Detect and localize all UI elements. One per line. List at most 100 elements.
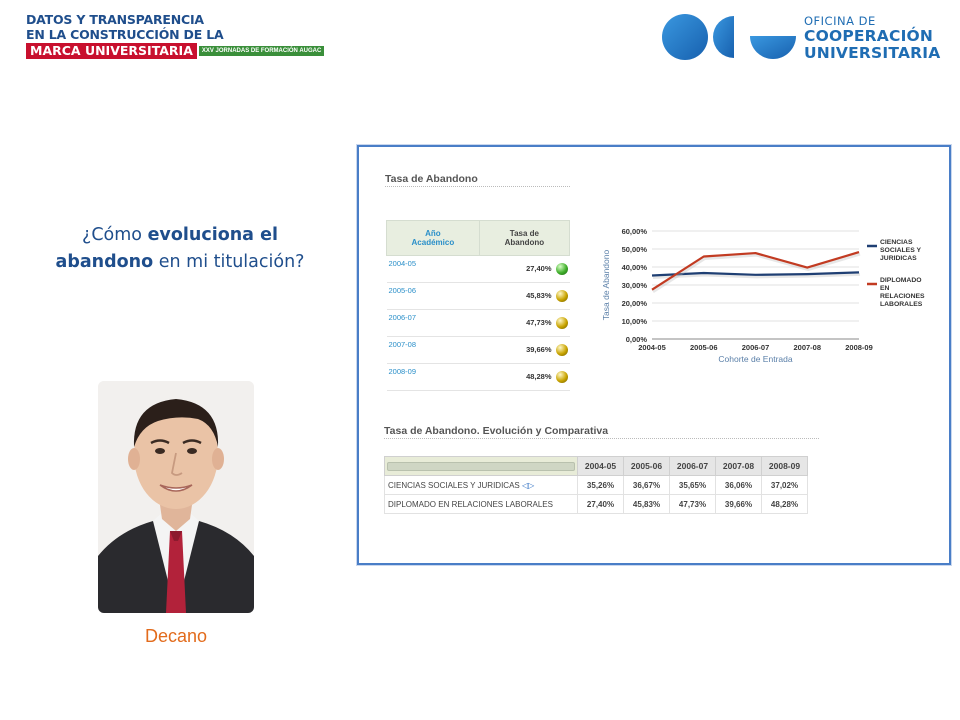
abandono-line-chart: 0,00% 10,00% 20,00% 30,00% 40,00% 50,00% 60,00…	[601, 227, 925, 364]
value-cell: 48,28%	[761, 494, 808, 514]
event-subtitle-badge: XXV JORNADAS DE FORMACIÓN AUGAC	[198, 46, 325, 56]
x-tick-label: 2007-08	[793, 343, 821, 352]
y-tick-label: 40,00%	[622, 263, 648, 272]
value-cell: 36,67%	[623, 475, 670, 495]
table-row[interactable]: 2007-08 39,66%	[386, 336, 570, 364]
y-tick-label: 50,00%	[622, 245, 648, 254]
year-cell[interactable]: 2007-08	[386, 336, 480, 364]
rate-cell: 39,66%	[479, 336, 570, 364]
x-tick-label: 2004-05	[638, 343, 666, 352]
table-row[interactable]: 2005-06 45,83%	[386, 282, 570, 310]
rate-cell: 27,40%	[479, 255, 570, 283]
rate-cell: 47,73%	[479, 309, 570, 337]
section-title-comparativa: Tasa de Abandono. Evolución y Comparativ…	[384, 425, 609, 437]
year-cell[interactable]: 2008-09	[386, 363, 480, 391]
portrait-caption: Decano	[144, 626, 208, 646]
col-header-2007-08[interactable]: 2007-08	[715, 456, 762, 476]
table-row[interactable]: 2006-07 47,73%	[386, 309, 570, 337]
series-line-1	[651, 271, 860, 277]
ocu-text-line-2: COOPERACIÓN	[804, 27, 934, 45]
legend-label-line: LABORALES	[880, 301, 923, 308]
col-header-2004-05[interactable]: 2004-05	[577, 456, 624, 476]
table-row[interactable]: CIENCIAS SOCIALES Y JURIDICAS ◁▷ 35,26% 36…	[384, 475, 808, 495]
rate-value: 48,28%	[526, 371, 552, 381]
slide-question: ¿Cómo evoluciona el abandono en mi titula…	[30, 222, 330, 276]
dean-portrait	[98, 381, 254, 613]
x-tick-label: 2008-09	[845, 343, 873, 352]
event-title-line-1: DATOS Y TRANSPARENCIA	[26, 12, 204, 27]
legend-label-line: SOCIALES Y	[880, 247, 922, 254]
ocu-branding: OFICINA DE COOPERACIÓN UNIVERSITARIA	[662, 12, 952, 64]
x-tick-label: 2006-07	[742, 343, 770, 352]
rate-cell: 48,28%	[479, 363, 570, 391]
question-bold-1: evoluciona el	[147, 225, 278, 245]
series-shadow	[652, 272, 861, 280]
x-tick-label: 2005-06	[690, 343, 718, 352]
dashboard-screenshot: Tasa de Abandono Año Académico Tasa de Aba…	[357, 145, 951, 565]
col-header-2005-06[interactable]: 2005-06	[623, 456, 670, 476]
y-tick-label: 30,00%	[622, 281, 648, 290]
year-cell[interactable]: 2006-07	[386, 309, 480, 337]
y-tick-label: 0,00%	[626, 335, 648, 344]
event-title-highlight: MARCA UNIVERSITARIA	[26, 43, 197, 59]
legend-label-line: CIENCIAS	[880, 239, 913, 246]
legend-label-line: RELACIONES	[880, 293, 925, 300]
status-indicator-icon	[555, 317, 568, 329]
row-name: DIPLOMADO EN RELACIONES LABORALES	[388, 499, 553, 509]
row-name-cell: CIENCIAS SOCIALES Y JURIDICAS ◁▷	[384, 475, 578, 495]
value-cell: 35,65%	[669, 475, 716, 495]
value-cell: 37,02%	[761, 475, 808, 495]
y-tick-label: 60,00%	[622, 227, 648, 236]
rate-cell: 45,83%	[479, 282, 570, 310]
col-header-rate[interactable]: Tasa de Abandono	[478, 220, 571, 256]
comparativa-table-body: CIENCIAS SOCIALES Y JURIDICAS ◁▷ 35,26% 36…	[384, 475, 808, 514]
series-line-2	[651, 251, 860, 291]
y-tick-label: 10,00%	[622, 317, 648, 326]
ocu-text-line-1: OFICINA DE	[804, 14, 876, 28]
value-cell: 35,26%	[577, 475, 624, 495]
horizontal-scrollbar[interactable]	[387, 461, 575, 471]
question-post: en mi titulación?	[153, 252, 305, 272]
value-cell: 36,06%	[715, 475, 762, 495]
question-pre: ¿Cómo	[82, 225, 148, 245]
table-row[interactable]: 2004-05 27,40%	[386, 255, 570, 283]
col-header-year-l1: Año	[425, 229, 441, 238]
series-shadow	[652, 252, 861, 293]
col-header-2008-09[interactable]: 2008-09	[761, 456, 808, 476]
x-axis-label: Cohorte de Entrada	[718, 354, 792, 364]
col-header-rate-l1: Tasa de	[509, 229, 539, 238]
ocu-text-line-3: UNIVERSITARIA	[804, 44, 941, 62]
col-header-year-l2: Académico	[411, 238, 455, 247]
value-cell: 39,66%	[715, 494, 762, 514]
status-indicator-icon	[555, 290, 568, 302]
section-title-abandono: Tasa de Abandono	[385, 173, 478, 185]
row-name-cell: DIPLOMADO EN RELACIONES LABORALES	[384, 494, 578, 514]
col-header-rate-l2: Abandono	[504, 238, 545, 247]
status-indicator-icon	[555, 263, 568, 275]
event-title-line-2: EN LA CONSTRUCCIÓN DE LA	[26, 27, 224, 42]
rate-value: 27,40%	[526, 263, 552, 273]
legend-label-line: EN	[880, 285, 890, 292]
legend-label-line: DIPLOMADO	[880, 277, 922, 284]
value-cell: 27,40%	[577, 494, 624, 514]
value-cell: 45,83%	[623, 494, 670, 514]
value-cell: 47,73%	[669, 494, 716, 514]
col-header-year[interactable]: Año Académico	[386, 220, 480, 256]
rate-value: 39,66%	[526, 344, 552, 354]
legend-label: DIPLOMADO EN RELACIONES LABORALES	[880, 277, 925, 308]
abandono-table: Año Académico Tasa de Abandono 2004-05 27,4…	[386, 220, 571, 391]
table-row[interactable]: DIPLOMADO EN RELACIONES LABORALES 27,40% 4…	[384, 494, 808, 514]
status-indicator-icon	[555, 344, 568, 356]
y-tick-label: 20,00%	[622, 299, 648, 308]
table-row[interactable]: 2008-09 48,28%	[386, 363, 570, 391]
abandono-table-body: 2004-05 27,40% 2005-06 45,83% 2006-07 47,73% 2…	[386, 255, 570, 391]
row-name: CIENCIAS SOCIALES Y JURIDICAS	[388, 480, 520, 490]
y-axis-label: Tasa de Abandono	[601, 250, 611, 321]
nav-arrows-icon[interactable]: ◁▷	[519, 480, 535, 490]
rate-value: 47,73%	[526, 317, 552, 327]
rate-value: 45,83%	[526, 290, 552, 300]
col-header-2006-07[interactable]: 2006-07	[669, 456, 716, 476]
year-cell[interactable]: 2005-06	[386, 282, 480, 310]
status-indicator-icon	[555, 371, 568, 383]
year-cell[interactable]: 2004-05	[386, 255, 480, 283]
